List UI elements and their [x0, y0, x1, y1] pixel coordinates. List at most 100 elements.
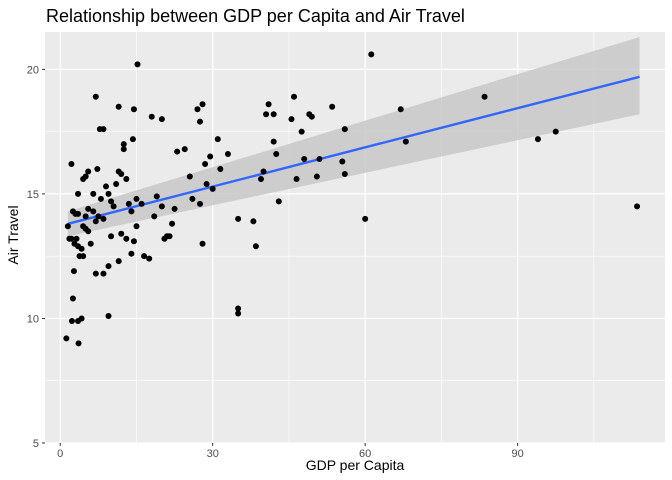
data-point — [92, 218, 99, 225]
data-point — [174, 148, 181, 155]
data-point — [275, 198, 282, 205]
data-point — [115, 258, 122, 265]
data-point — [80, 253, 87, 260]
data-point — [202, 161, 209, 168]
data-point — [125, 200, 132, 207]
data-point — [153, 193, 160, 200]
data-point — [118, 230, 125, 237]
data-point — [270, 138, 277, 145]
data-point — [362, 215, 369, 222]
data-point — [75, 340, 82, 347]
chart-title: Relationship between GDP per Capita and … — [46, 6, 465, 26]
data-point — [217, 166, 224, 172]
data-point — [130, 238, 137, 245]
x-tick-label: 60 — [359, 448, 371, 460]
data-point — [552, 128, 559, 135]
data-point — [368, 51, 375, 58]
data-point — [235, 215, 242, 222]
data-point — [308, 113, 315, 120]
data-point — [105, 190, 112, 197]
x-tick-label: 0 — [57, 448, 63, 460]
data-point — [100, 215, 107, 222]
data-point — [73, 235, 80, 242]
data-point — [197, 200, 203, 207]
x-tick-label: 30 — [207, 448, 219, 460]
data-point — [108, 198, 115, 205]
data-point — [113, 180, 120, 187]
data-point — [171, 205, 178, 212]
data-point — [313, 173, 320, 180]
data-point — [94, 166, 101, 172]
data-point — [397, 106, 404, 113]
data-point — [189, 195, 196, 202]
data-point — [141, 253, 148, 260]
data-point — [90, 190, 97, 197]
data-point — [252, 243, 259, 250]
data-point — [169, 220, 176, 227]
data-point — [108, 233, 115, 240]
data-point — [102, 183, 109, 190]
data-point — [158, 116, 165, 123]
data-point — [273, 151, 280, 158]
x-axis: 0 30 60 90 — [57, 443, 524, 460]
data-point — [291, 93, 298, 100]
data-point — [69, 295, 76, 302]
data-point — [63, 335, 70, 342]
data-point — [90, 208, 97, 215]
data-point — [316, 156, 323, 163]
data-point — [78, 245, 85, 252]
data-point — [100, 126, 107, 133]
y-tick-label: 15 — [27, 189, 39, 201]
data-point — [97, 195, 104, 202]
data-point — [634, 203, 641, 210]
data-point — [78, 315, 85, 322]
data-point — [133, 223, 140, 230]
data-point — [120, 141, 127, 148]
x-tick-label: 90 — [511, 448, 523, 460]
data-point — [95, 213, 102, 220]
y-axis-title: Air Travel — [5, 205, 21, 264]
data-point — [82, 173, 89, 180]
data-point — [115, 103, 122, 110]
data-point — [118, 170, 125, 177]
data-point — [85, 205, 92, 212]
data-point — [105, 263, 112, 270]
data-point — [341, 170, 348, 177]
data-point — [209, 185, 216, 192]
data-points — [63, 51, 641, 347]
data-point — [68, 161, 75, 168]
data-point — [293, 175, 300, 182]
data-point — [194, 106, 201, 113]
data-point — [199, 240, 206, 247]
data-point — [110, 203, 117, 210]
y-tick-label: 5 — [33, 438, 39, 450]
data-point — [75, 210, 82, 217]
data-point — [197, 118, 203, 125]
data-point — [199, 101, 206, 108]
y-tick-label: 20 — [27, 64, 39, 76]
data-point — [129, 136, 136, 143]
data-point — [92, 270, 99, 277]
data-point — [123, 175, 130, 182]
major-gridlines — [45, 32, 665, 444]
data-point — [85, 168, 92, 175]
data-point — [128, 208, 135, 215]
data-point — [263, 111, 270, 118]
y-tick-label: 10 — [27, 313, 39, 325]
data-point — [82, 213, 89, 220]
data-point — [235, 310, 242, 317]
data-point — [134, 61, 141, 68]
data-point — [130, 106, 137, 113]
data-point — [100, 270, 107, 277]
data-point — [186, 173, 193, 180]
y-axis: 5 10 15 20 — [27, 64, 45, 450]
x-axis-title: GDP per Capita — [306, 457, 405, 473]
data-point — [85, 228, 92, 235]
data-point — [260, 168, 267, 175]
data-point — [70, 268, 77, 275]
data-point — [329, 103, 336, 110]
data-point — [68, 235, 75, 242]
data-point — [64, 223, 71, 230]
data-point — [80, 223, 87, 230]
